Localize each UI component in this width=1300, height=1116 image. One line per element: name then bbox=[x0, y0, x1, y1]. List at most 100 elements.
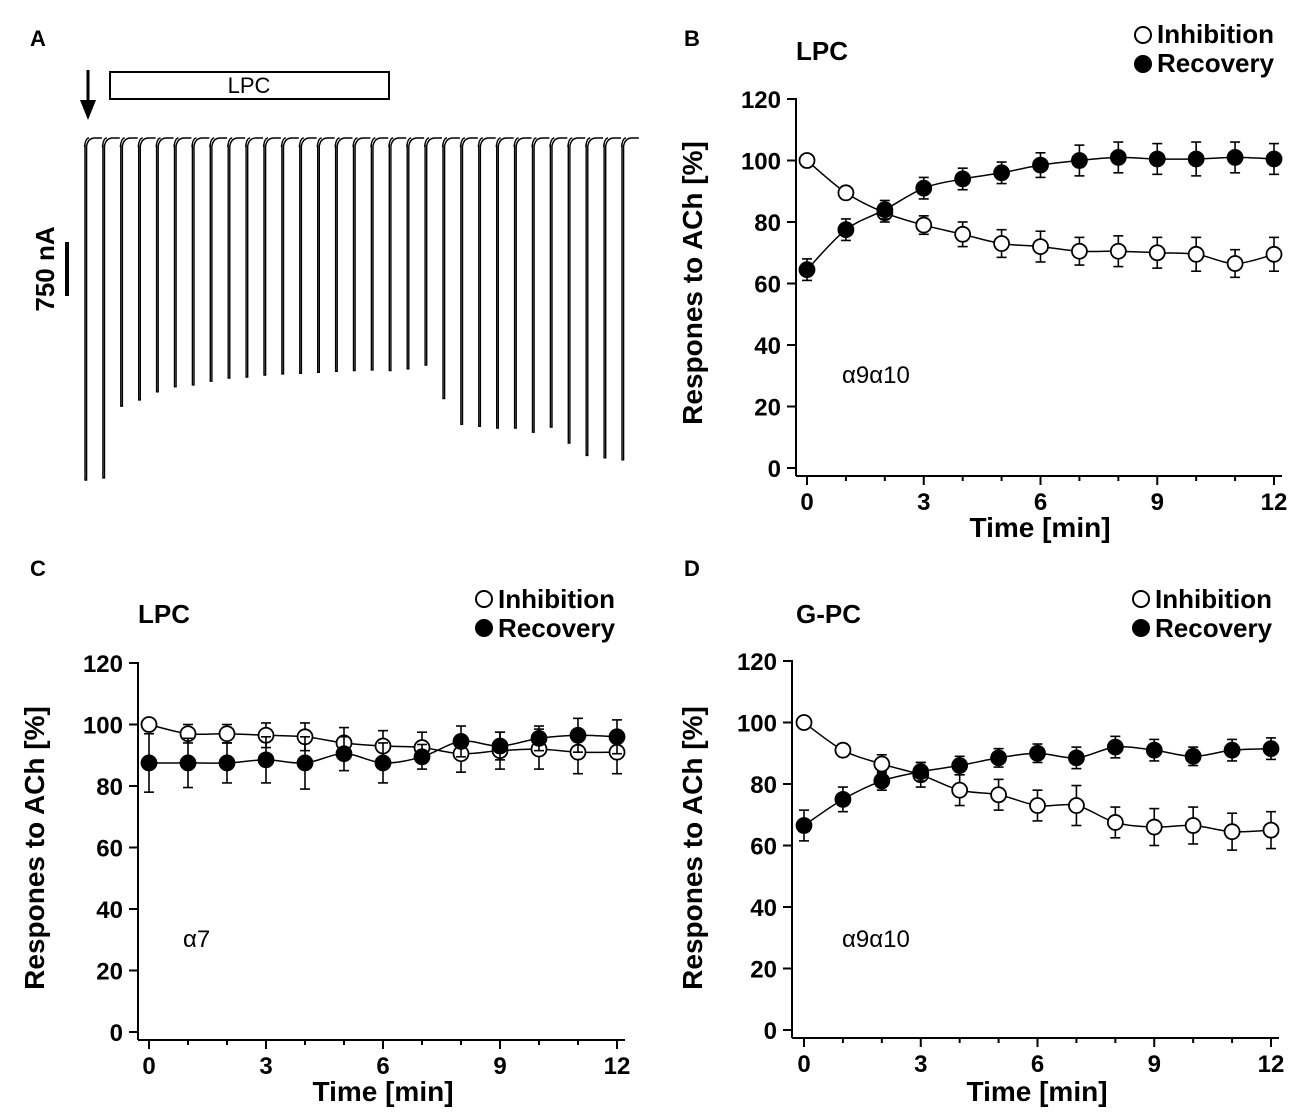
recovery-point bbox=[1187, 150, 1205, 168]
legend-recovery-marker bbox=[1134, 55, 1152, 73]
y-tick-label: 100 bbox=[83, 713, 123, 740]
panel-b-title: LPC bbox=[796, 36, 848, 66]
panel-b: B LPC α9α10 Inhibition Recovery Time [mi… bbox=[677, 19, 1287, 543]
panel-d-plot-area: 0 20 40 60 80 100 120 0 3 6 9 12 bbox=[737, 649, 1284, 1078]
panel-b-receptor-annotation: α9α10 bbox=[842, 362, 910, 389]
recovery-point bbox=[296, 754, 314, 772]
inhibition-point bbox=[1032, 238, 1049, 256]
legend-inhibition-marker bbox=[1134, 26, 1152, 44]
application-arrow-icon bbox=[80, 70, 96, 120]
current-trace bbox=[191, 137, 210, 386]
inhibition-point bbox=[1148, 244, 1166, 262]
recovery-point bbox=[798, 261, 816, 279]
current-trace bbox=[155, 137, 174, 393]
y-tick-label: 40 bbox=[750, 895, 777, 922]
current-traces bbox=[83, 137, 639, 481]
inhibition-point bbox=[1068, 797, 1085, 814]
x-tick-label: 12 bbox=[1258, 1051, 1285, 1078]
inhibition-point bbox=[1109, 242, 1127, 260]
current-trace bbox=[244, 137, 263, 378]
inhibition-point bbox=[795, 714, 813, 731]
y-tick-label: 40 bbox=[754, 333, 781, 360]
inhibition-point bbox=[990, 786, 1007, 804]
scale-bar-label: 750 nA bbox=[30, 226, 60, 311]
inhibition-point bbox=[834, 741, 852, 759]
recovery-point bbox=[954, 170, 972, 188]
recovery-point bbox=[912, 763, 930, 781]
y-tick-label: 100 bbox=[741, 149, 781, 176]
recovery-point bbox=[1145, 741, 1163, 759]
y-tick-label: 120 bbox=[741, 87, 781, 114]
recovery-point bbox=[257, 751, 275, 769]
recovery-point bbox=[530, 729, 548, 747]
recovery-point bbox=[452, 733, 470, 750]
legend-recovery-marker bbox=[1132, 619, 1150, 637]
recovery-point bbox=[951, 757, 969, 774]
panel-c-plot-area: 0 20 40 60 80 100 120 0 3 6 9 12 bbox=[83, 651, 630, 1080]
inhibition-point bbox=[798, 152, 816, 169]
inhibition-point bbox=[1029, 797, 1046, 814]
panel-b-letter: B bbox=[684, 26, 700, 51]
x-tick-label: 9 bbox=[493, 1053, 506, 1080]
recovery-point bbox=[1223, 741, 1241, 759]
y-tick-label: 100 bbox=[737, 711, 777, 738]
current-trace bbox=[352, 137, 371, 372]
panel-d-legend: Inhibition Recovery bbox=[1132, 584, 1273, 643]
panel-a: A LPC 750 nA bbox=[30, 26, 639, 481]
recovery-point bbox=[795, 817, 813, 834]
x-tick-label: 3 bbox=[259, 1053, 272, 1080]
current-trace bbox=[513, 137, 532, 429]
recovery-point bbox=[1184, 747, 1202, 765]
panel-b-plot-area: 0 20 40 60 80 100 120 0 3 6 9 12 bbox=[741, 87, 1287, 516]
x-tick-label: 0 bbox=[797, 1051, 810, 1078]
y-tick-label: 20 bbox=[754, 395, 781, 422]
legend-recovery-label: Recovery bbox=[498, 613, 616, 643]
current-trace bbox=[119, 137, 138, 407]
current-trace bbox=[585, 137, 604, 457]
y-tick-label: 20 bbox=[750, 957, 777, 984]
lpc-application-bar bbox=[109, 71, 390, 100]
inhibition-point bbox=[1262, 821, 1280, 839]
inhibition-point bbox=[1145, 818, 1163, 836]
inhibition-point bbox=[954, 225, 972, 243]
panel-a-letter: A bbox=[30, 26, 46, 51]
current-trace bbox=[209, 137, 228, 382]
panel-d-receptor-annotation: α9α10 bbox=[842, 926, 910, 953]
panel-c-receptor-annotation: α7 bbox=[183, 926, 210, 953]
legend-inhibition-label: Inhibition bbox=[1155, 584, 1272, 614]
x-tick-label: 6 bbox=[1031, 1051, 1044, 1078]
y-tick-label: 0 bbox=[764, 1018, 777, 1045]
legend-inhibition-label: Inhibition bbox=[1157, 19, 1274, 49]
recovery-point bbox=[993, 164, 1010, 182]
inhibition-point bbox=[218, 725, 236, 743]
current-trace bbox=[262, 137, 281, 376]
inhibition-point bbox=[1226, 255, 1244, 272]
recovery-point bbox=[1068, 749, 1085, 767]
current-trace bbox=[83, 137, 102, 481]
current-trace bbox=[101, 137, 120, 479]
recovery-point bbox=[1226, 149, 1244, 166]
recovery-point bbox=[834, 790, 852, 808]
y-tick-label: 60 bbox=[750, 834, 777, 861]
current-trace bbox=[423, 137, 442, 366]
legend-recovery-marker bbox=[475, 619, 493, 637]
current-trace bbox=[137, 137, 156, 401]
recovery-point bbox=[1029, 744, 1046, 762]
x-tick-label: 9 bbox=[1151, 489, 1164, 516]
y-tick-label: 0 bbox=[110, 1020, 123, 1047]
inhibition-point bbox=[1223, 823, 1241, 841]
current-trace bbox=[620, 137, 639, 461]
current-trace bbox=[495, 137, 514, 429]
current-trace bbox=[477, 137, 496, 428]
legend-inhibition-marker bbox=[475, 590, 493, 608]
y-tick-label: 120 bbox=[737, 649, 777, 676]
current-trace bbox=[388, 137, 407, 372]
panel-c-x-axis-title: Time [min] bbox=[312, 1076, 453, 1107]
inhibition-point bbox=[837, 184, 855, 202]
inhibition-point bbox=[951, 781, 969, 799]
x-tick-label: 12 bbox=[1261, 489, 1288, 516]
inhibition-point bbox=[873, 755, 891, 773]
panel-b-legend: Inhibition Recovery bbox=[1134, 19, 1275, 78]
x-tick-label: 9 bbox=[1148, 1051, 1161, 1078]
lpc-application-label: LPC bbox=[228, 73, 271, 98]
